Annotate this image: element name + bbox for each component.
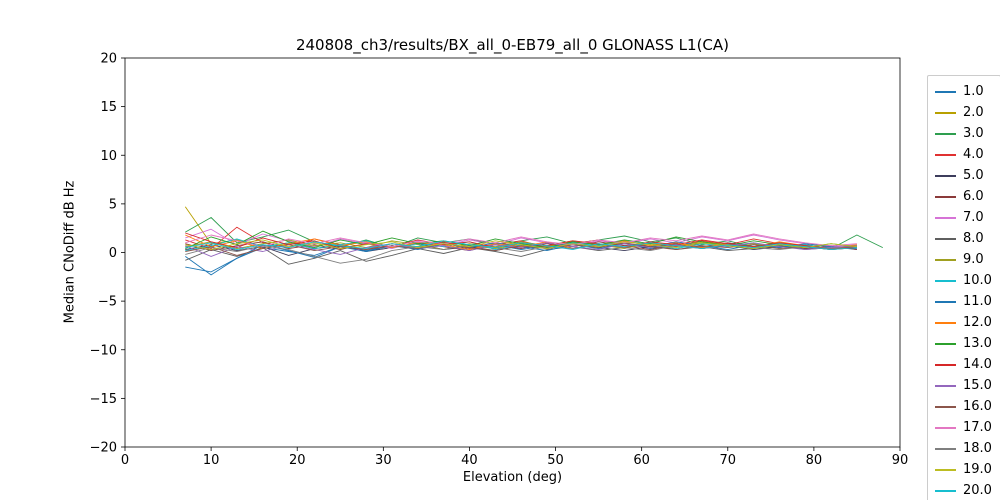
legend-label: 14.0 (963, 357, 992, 372)
legend-item: 19.0 (935, 459, 992, 480)
legend-item: 4.0 (935, 144, 992, 165)
legend-item: 3.0 (935, 123, 992, 144)
x-tick-label: 70 (720, 453, 737, 468)
legend-label: 6.0 (963, 189, 984, 204)
x-tick-label: 90 (892, 453, 909, 468)
legend-label: 12.0 (963, 315, 992, 330)
legend-label: 10.0 (963, 273, 992, 288)
x-tick-label: 50 (547, 453, 564, 468)
legend-item: 1.0 (935, 81, 992, 102)
x-axis-label: Elevation (deg) (462, 470, 563, 485)
legend-item: 20.0 (935, 480, 992, 500)
legend-line-sample (935, 384, 956, 387)
legend-line-sample (935, 426, 956, 429)
legend-label: 5.0 (963, 168, 984, 183)
legend-line-sample (935, 489, 956, 492)
chart-title: 240808_ch3/results/BX_all_0-EB79_all_0 G… (295, 36, 730, 54)
plot-frame (124, 57, 901, 448)
series-line-8.0 (185, 244, 832, 265)
legend-item: 5.0 (935, 165, 992, 186)
y-tick-label: 0 (109, 246, 117, 261)
x-tick-label: 60 (633, 453, 650, 468)
legend-line-sample (935, 279, 956, 282)
legend-label: 18.0 (963, 441, 992, 456)
legend-label: 2.0 (963, 105, 984, 120)
series-line-7.0 (185, 228, 857, 250)
legend-line-sample (935, 405, 956, 408)
legend-label: 8.0 (963, 231, 984, 246)
legend-item: 15.0 (935, 375, 992, 396)
legend-item: 6.0 (935, 186, 992, 207)
legend-line-sample (935, 342, 956, 345)
legend-item: 13.0 (935, 333, 992, 354)
legend-line-sample (935, 111, 956, 114)
legend-item: 14.0 (935, 354, 992, 375)
legend-line-sample (935, 237, 956, 240)
legend-item: 18.0 (935, 438, 992, 459)
legend: 1.0 2.0 3.0 4.0 5.0 6.0 7.0 8.0 9.0 10.0 11.0 12.0 1… (927, 75, 1000, 500)
legend-line-sample (935, 90, 956, 93)
y-tick-label: 5 (109, 197, 117, 212)
legend-line-sample (935, 468, 956, 471)
legend-item: 9.0 (935, 249, 992, 270)
legend-line-sample (935, 321, 956, 324)
legend-line-sample (935, 363, 956, 366)
legend-label: 13.0 (963, 336, 992, 351)
x-tick-label: 80 (806, 453, 823, 468)
legend-line-sample (935, 153, 956, 156)
legend-line-sample (935, 216, 956, 219)
legend-item: 8.0 (935, 228, 992, 249)
y-axis-label: Median CNoDiff dB Hz (62, 180, 78, 324)
legend-line-sample (935, 258, 956, 261)
legend-line-sample (935, 132, 956, 135)
y-tick-label: −5 (98, 295, 117, 310)
legend-item: 16.0 (935, 396, 992, 417)
x-tick-label: 40 (461, 453, 478, 468)
legend-line-sample (935, 195, 956, 198)
y-tick-label: 15 (100, 100, 117, 115)
x-tick-label: 20 (289, 453, 306, 468)
legend-item: 7.0 (935, 207, 992, 228)
y-tick-label: −10 (90, 343, 117, 358)
y-tick-label: 10 (100, 149, 117, 164)
x-tick-label: 10 (203, 453, 220, 468)
legend-label: 3.0 (963, 126, 984, 141)
legend-label: 15.0 (963, 378, 992, 393)
legend-label: 7.0 (963, 210, 984, 225)
series-line-17.0 (185, 233, 857, 248)
legend-label: 17.0 (963, 420, 992, 435)
x-tick-label: 30 (375, 453, 392, 468)
series-line-20.0 (185, 240, 857, 251)
series-line-16.0 (185, 242, 857, 256)
legend-line-sample (935, 300, 956, 303)
y-tick-label: −20 (90, 441, 117, 456)
legend-label: 9.0 (963, 252, 984, 267)
legend-label: 4.0 (963, 147, 984, 162)
legend-label: 1.0 (963, 84, 984, 99)
legend-label: 19.0 (963, 462, 992, 477)
legend-item: 11.0 (935, 291, 992, 312)
legend-label: 20.0 (963, 483, 992, 498)
legend-item: 10.0 (935, 270, 992, 291)
legend-line-sample (935, 174, 956, 177)
legend-item: 17.0 (935, 417, 992, 438)
legend-item: 12.0 (935, 312, 992, 333)
legend-label: 16.0 (963, 399, 992, 414)
legend-item: 2.0 (935, 102, 992, 123)
y-tick-label: −15 (90, 392, 117, 407)
legend-label: 11.0 (963, 294, 992, 309)
legend-line-sample (935, 447, 956, 450)
y-tick-label: 20 (100, 52, 117, 67)
x-tick-label: 0 (121, 453, 129, 468)
